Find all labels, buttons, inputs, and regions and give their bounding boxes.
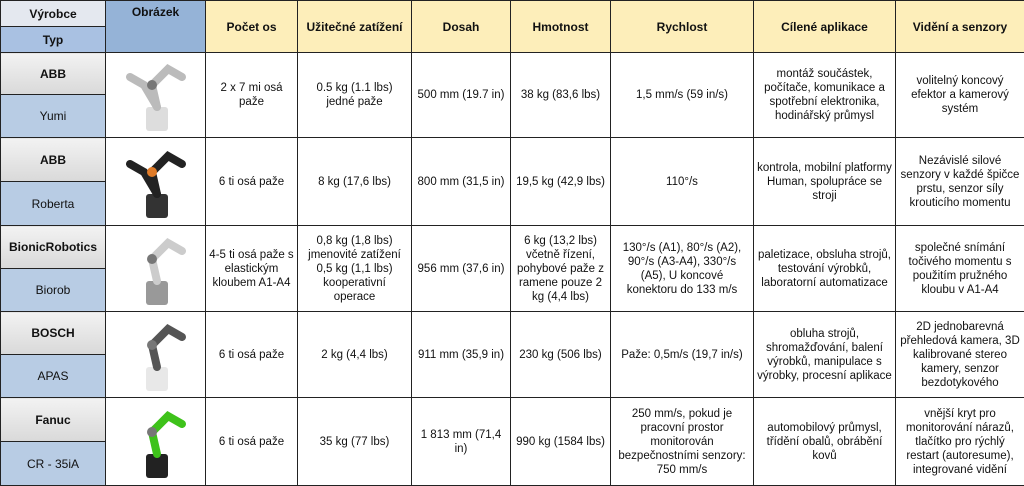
image-cell [106, 398, 206, 486]
manufacturer-cell: ABB [1, 53, 106, 95]
header-cell: Cílené aplikace [754, 1, 896, 53]
table-cell: 911 mm (35,9 in) [412, 312, 511, 398]
table-cell: 500 mm (19.7 in) [412, 53, 511, 138]
table-cell: vnější kryt pro monitorování nárazů, tla… [896, 398, 1024, 486]
image-cell [106, 138, 206, 226]
table-cell: 6 ti osá paže [206, 138, 298, 226]
table-cell: obluha strojů, shromažďování, balení výr… [754, 312, 896, 398]
table-cell: 990 kg (1584 lbs) [511, 398, 611, 486]
table-cell: kontrola, mobilní platformy Human, spolu… [754, 138, 896, 226]
image-cell [106, 312, 206, 398]
header-cell: Počet os [206, 1, 298, 53]
table-cell: 38 kg (83,6 lbs) [511, 53, 611, 138]
table-cell: 0,8 kg (1,8 lbs) jmenovité zatížení 0,5 … [298, 226, 412, 312]
robot-shape [147, 80, 157, 90]
type-cell: Biorob [1, 269, 106, 312]
table-cell: 250 mm/s, pokud je pracovní prostor moni… [611, 398, 754, 486]
manufacturer-cell: Fanuc [1, 398, 106, 442]
table-cell: 4-5 ti osá paže s elastickým kloubem A1-… [206, 226, 298, 312]
table-cell: Nezávislé silové senzory v každé špičce … [896, 138, 1024, 226]
table-cell: montáž součástek, počítače, komunikace a… [754, 53, 896, 138]
table-cell: 110°/s [611, 138, 754, 226]
table-cell: 230 kg (506 lbs) [511, 312, 611, 398]
table-cell: 6 kg (13,2 lbs) včetně řízení, pohybové … [511, 226, 611, 312]
header-cell: Užitečné zatížení [298, 1, 412, 53]
robot-image [108, 142, 204, 222]
robot-shape [147, 254, 157, 264]
header-cell: Rychlost [611, 1, 754, 53]
type-cell: Roberta [1, 182, 106, 226]
type-cell: Yumi [1, 95, 106, 138]
manufacturer-cell: BionicRobotics [1, 226, 106, 269]
manufacturer-cell: BOSCH [1, 312, 106, 355]
header-cell: Typ [1, 27, 106, 53]
table-cell: 956 mm (37,6 in) [412, 226, 511, 312]
robot-image [108, 402, 204, 482]
header-cell: Vidění a senzory [896, 1, 1024, 53]
table-cell: 6 ti osá paže [206, 398, 298, 486]
image-cell [106, 226, 206, 312]
table-cell: 2 x 7 mi osá paže [206, 53, 298, 138]
table-cell: 2D jednobarevná přehledová kamera, 3D ka… [896, 312, 1024, 398]
table-cell: 1 813 mm (71,4 in) [412, 398, 511, 486]
table-cell: 0.5 kg (1.1 lbs) jedné paže [298, 53, 412, 138]
table-cell: 800 mm (31,5 in) [412, 138, 511, 226]
table-cell: 2 kg (4,4 lbs) [298, 312, 412, 398]
type-cell: CR - 35iA [1, 442, 106, 486]
table-cell: automobilový průmysl, třídění obalů, obr… [754, 398, 896, 486]
header-cell: Výrobce [1, 1, 106, 27]
type-cell: APAS [1, 355, 106, 398]
table-cell: 8 kg (17,6 lbs) [298, 138, 412, 226]
table-cell: 6 ti osá paže [206, 312, 298, 398]
robot-image [108, 229, 204, 309]
table-cell: paletizace, obsluha strojů, testování vý… [754, 226, 896, 312]
header-cell: Obrázek [106, 1, 206, 53]
robot-shape [147, 340, 157, 350]
robot-image [108, 55, 204, 135]
table-cell: 130°/s (A1), 80°/s (A2), 90°/s (A3-A4), … [611, 226, 754, 312]
header-cell: Dosah [412, 1, 511, 53]
table-cell: 35 kg (77 lbs) [298, 398, 412, 486]
table-cell: volitelný koncový efektor a kamerový sys… [896, 53, 1024, 138]
header-cell: Hmotnost [511, 1, 611, 53]
image-cell [106, 53, 206, 138]
robot-shape [152, 243, 182, 281]
robot-shape [152, 329, 182, 367]
table-cell: společné snímání točivého momentu s použ… [896, 226, 1024, 312]
table-cell: 1,5 mm/s (59 in/s) [611, 53, 754, 138]
table-cell: 19,5 kg (42,9 lbs) [511, 138, 611, 226]
robot-shape [147, 167, 157, 177]
robot-shape [152, 416, 182, 454]
table-cell: Paže: 0,5m/s (19,7 in/s) [611, 312, 754, 398]
robot-image [108, 315, 204, 395]
robot-shape [147, 427, 157, 437]
manufacturer-cell: ABB [1, 138, 106, 182]
